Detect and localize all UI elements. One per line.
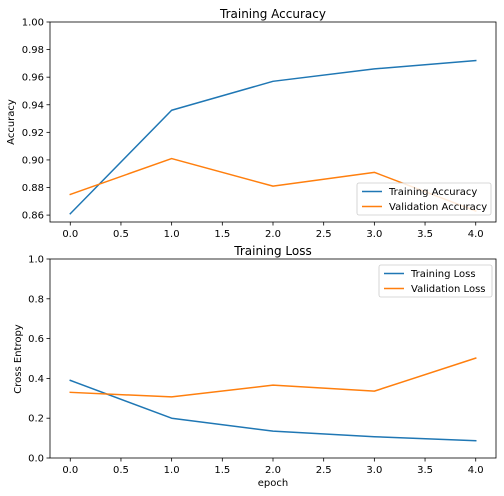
accuracy-series-line-0 <box>69 59 477 215</box>
accuracy-y-tick-label-0: 0.86 <box>22 211 44 222</box>
loss-series-line-0 <box>69 379 477 442</box>
loss-x-tick-label-5: 2.5 <box>316 465 332 476</box>
accuracy-y-tick-label-3: 0.92 <box>22 128 44 139</box>
loss-x-axis-label: epoch <box>258 478 288 489</box>
accuracy-y-tick-label-7: 1.00 <box>22 18 44 29</box>
accuracy-chart-title: Training Accuracy <box>219 7 326 21</box>
accuracy-y-tick-label-2: 0.90 <box>22 155 44 166</box>
accuracy-x-tick-label-5: 2.5 <box>316 229 332 240</box>
loss-x-tick-label-4: 2.0 <box>265 465 281 476</box>
accuracy-chart: Training Accuracy Accuracy 0.0 0.5 1.0 1.5 2… <box>6 7 497 240</box>
accuracy-x-tick-label-2: 1.0 <box>164 229 180 240</box>
accuracy-x-tick-label-0: 0.0 <box>62 229 78 240</box>
accuracy-x-tick-label-8: 4.0 <box>468 229 484 240</box>
accuracy-y-axis-label: Accuracy <box>6 99 17 145</box>
loss-x-tick-label-7: 3.5 <box>417 465 433 476</box>
accuracy-x-tick-label-7: 3.5 <box>417 229 433 240</box>
loss-y-tick-label-0: 0.0 <box>28 454 44 465</box>
loss-y-tick-label-3: 0.6 <box>28 334 44 345</box>
loss-y-tick-label-2: 0.4 <box>28 374 44 385</box>
accuracy-x-tick-label-1: 0.5 <box>113 229 129 240</box>
loss-x-tick-label-2: 1.0 <box>164 465 180 476</box>
loss-x-tick-label-0: 0.0 <box>62 465 78 476</box>
loss-series-line-1 <box>69 357 477 398</box>
loss-chart: Training Loss Cross Entropy epoch 0.0 0.5… <box>13 244 497 489</box>
loss-y-tick-label-4: 0.8 <box>28 294 44 305</box>
accuracy-y-tick-label-4: 0.94 <box>22 100 44 111</box>
accuracy-x-tick-label-6: 3.0 <box>366 229 382 240</box>
loss-legend-label-0: Training Loss <box>410 269 476 280</box>
loss-y-tick-label-1: 0.2 <box>28 414 44 425</box>
loss-x-tick-label-3: 1.5 <box>214 465 230 476</box>
accuracy-x-tick-label-4: 2.0 <box>265 229 281 240</box>
accuracy-y-tick-label-1: 0.88 <box>22 183 44 194</box>
accuracy-legend-label-0: Training Accuracy <box>388 187 477 198</box>
accuracy-legend <box>356 182 492 216</box>
accuracy-x-tick-label-3: 1.5 <box>214 229 230 240</box>
loss-legend <box>378 264 493 298</box>
loss-chart-title: Training Loss <box>233 244 311 258</box>
loss-x-tick-label-8: 4.0 <box>468 465 484 476</box>
loss-y-tick-label-5: 1.0 <box>28 255 44 266</box>
accuracy-y-tick-label-5: 0.96 <box>22 73 44 84</box>
loss-x-tick-label-6: 3.0 <box>366 465 382 476</box>
accuracy-legend-label-1: Validation Accuracy <box>389 202 487 213</box>
loss-x-tick-label-1: 0.5 <box>113 465 129 476</box>
loss-y-axis-label: Cross Entropy <box>13 324 24 394</box>
accuracy-y-tick-label-6: 0.98 <box>22 45 44 56</box>
loss-legend-label-1: Validation Loss <box>411 284 486 295</box>
